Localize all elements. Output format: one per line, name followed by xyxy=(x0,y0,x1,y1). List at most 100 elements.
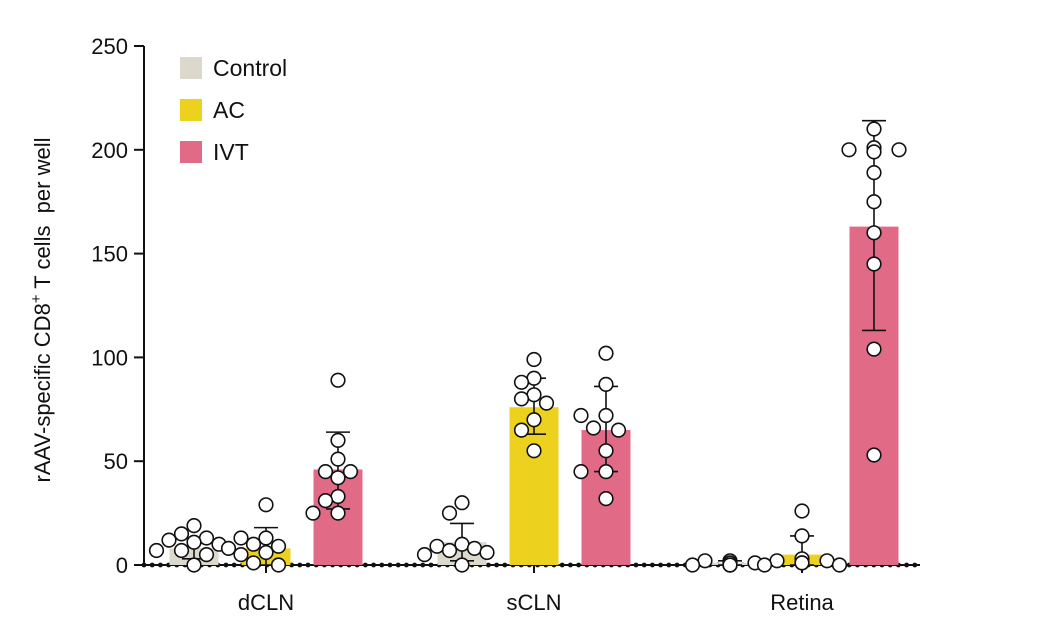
data-point-ac xyxy=(538,395,555,411)
data-point-control xyxy=(454,557,470,573)
data-point-ivt xyxy=(573,464,589,480)
data-point-control xyxy=(441,505,458,521)
y-tick-label: 150 xyxy=(91,242,128,267)
x-tick-label-dcln: dCLN xyxy=(238,590,294,615)
data-point-ivt xyxy=(866,256,882,272)
data-point-ivt xyxy=(598,464,614,480)
data-point-ivt xyxy=(866,341,882,357)
data-point-ivt xyxy=(866,194,882,210)
y-axis-label-prefix: rAAV-specific CD8 xyxy=(30,303,55,482)
x-tick-label-retina: Retina xyxy=(770,590,834,615)
legend-label-control: Control xyxy=(213,55,287,81)
data-point-ivt xyxy=(598,345,614,361)
x-axis-dot xyxy=(371,562,376,568)
x-axis-dot xyxy=(223,562,229,568)
data-point-ivt xyxy=(330,470,346,486)
x-axis-dot xyxy=(297,562,303,568)
data-point-ac xyxy=(233,530,249,546)
data-point-ac xyxy=(756,557,773,573)
data-point-control xyxy=(684,557,701,573)
data-point-ivt xyxy=(866,225,882,241)
data-point-ac xyxy=(270,557,287,573)
data-point-ac xyxy=(245,536,262,552)
legend-label-ac: AC xyxy=(213,97,245,123)
x-tick-label-scln: sCLN xyxy=(506,590,561,615)
y-tick-label: 50 xyxy=(104,449,128,474)
data-point-ac xyxy=(794,503,810,519)
data-point-ivt xyxy=(330,432,346,449)
x-axis-dot xyxy=(305,562,311,568)
data-point-ac xyxy=(220,540,237,557)
y-tick-label: 100 xyxy=(91,345,128,370)
data-point-ac xyxy=(526,370,542,386)
legend-swatch-ivt xyxy=(180,141,202,163)
data-point-ivt xyxy=(573,407,589,424)
data-point-ivt xyxy=(585,420,602,436)
data-point-ivt xyxy=(317,464,334,480)
data-point-control xyxy=(429,538,445,554)
x-axis-dot xyxy=(658,562,663,568)
x-axis-dot xyxy=(231,562,237,568)
x-axis-dot xyxy=(666,562,672,568)
x-axis-dot xyxy=(494,562,499,568)
data-point-ivt xyxy=(598,443,614,459)
data-point-control xyxy=(173,542,190,559)
data-point-ivt xyxy=(866,447,882,463)
data-points xyxy=(148,121,907,573)
data-point-ivt xyxy=(330,372,346,388)
data-point-ac xyxy=(513,374,530,390)
data-point-control xyxy=(198,546,215,563)
data-point-ivt xyxy=(598,407,614,424)
data-point-control xyxy=(198,530,215,546)
x-axis-dot xyxy=(559,562,565,568)
data-point-ac xyxy=(513,422,530,438)
data-point-ac xyxy=(245,555,262,571)
data-point-ac xyxy=(526,387,542,403)
data-point-ivt xyxy=(317,493,334,509)
x-axis-dot xyxy=(387,562,393,568)
x-axis-dot xyxy=(486,562,491,568)
legend-swatch-ac xyxy=(180,99,202,121)
data-point-ac xyxy=(819,553,835,569)
x-axis-dot xyxy=(379,562,385,568)
x-axis-dot xyxy=(568,562,573,568)
data-point-control xyxy=(148,542,165,559)
data-point-ivt xyxy=(841,142,857,158)
data-point-ivt xyxy=(866,121,882,137)
data-point-ivt xyxy=(342,464,359,480)
legend: Control AC IVT xyxy=(180,55,287,165)
x-axis-dot xyxy=(502,562,508,568)
data-point-ivt xyxy=(866,144,882,160)
data-point-ivt xyxy=(330,505,346,521)
x-axis-dot xyxy=(641,562,647,568)
data-point-control xyxy=(186,517,202,534)
y-axis-label-superscript: + xyxy=(28,294,45,303)
data-point-control xyxy=(173,526,190,542)
x-axis-dot xyxy=(576,562,581,568)
data-point-ac xyxy=(270,538,287,554)
x-axis-dot xyxy=(633,562,639,568)
data-point-control xyxy=(454,536,470,552)
y-tick-label: 200 xyxy=(91,138,128,163)
data-point-ivt xyxy=(305,505,321,521)
x-axis-dot xyxy=(149,562,155,568)
data-point-control xyxy=(479,544,495,561)
y-tick-label: 0 xyxy=(116,553,128,578)
x-axis-dot xyxy=(141,562,147,568)
data-point-ac xyxy=(258,497,274,513)
x-axis-dot xyxy=(158,562,163,568)
data-point-control xyxy=(722,557,738,573)
y-axis-label: rAAV-specific CD8+ T cells per well xyxy=(28,138,55,483)
data-point-ac xyxy=(258,544,274,561)
data-point-ac xyxy=(526,412,542,428)
x-axis-dot xyxy=(420,562,426,568)
y-axis-label-suffix: T cells per well xyxy=(30,138,55,295)
data-point-ac xyxy=(769,553,785,569)
x-axis-dot xyxy=(912,562,918,568)
x-axis-dot xyxy=(412,562,417,568)
data-point-ivt xyxy=(330,488,346,505)
y-tick-label: 250 xyxy=(91,34,128,59)
data-point-ivt xyxy=(891,142,907,158)
data-point-ivt xyxy=(330,451,346,467)
